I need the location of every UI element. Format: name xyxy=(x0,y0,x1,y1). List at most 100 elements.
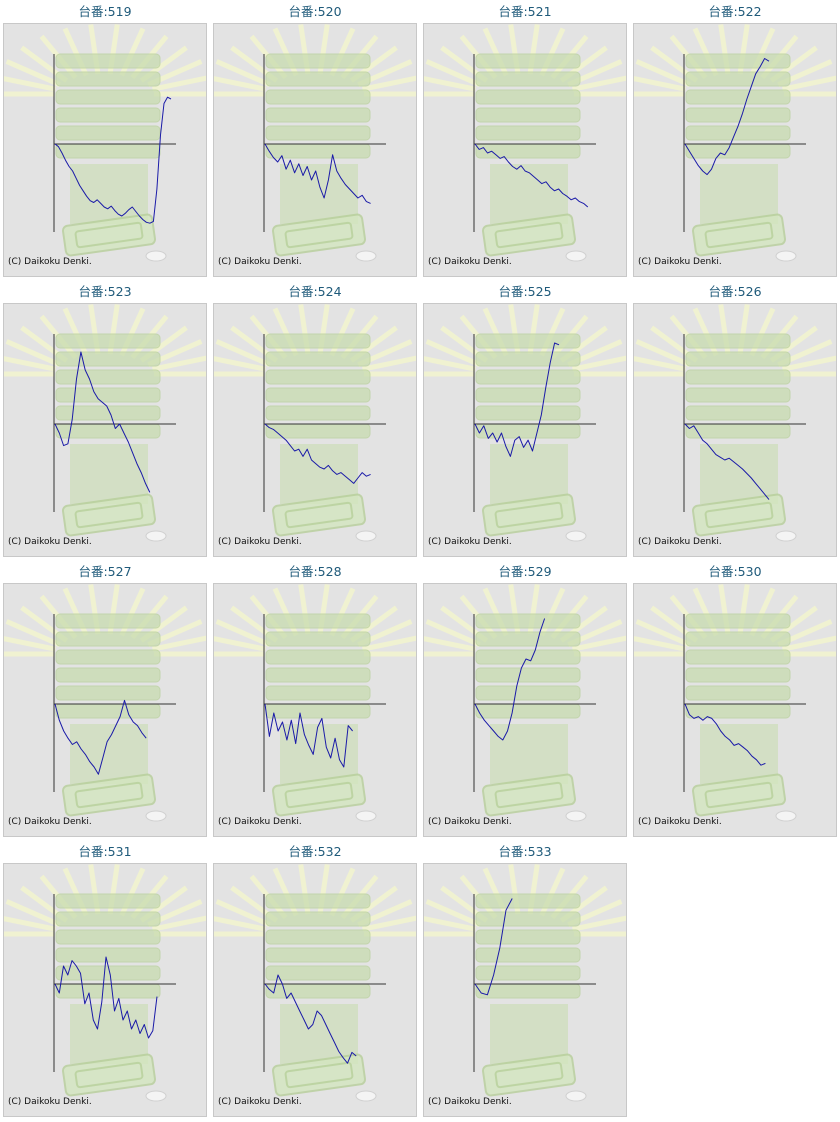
watermark-graphic xyxy=(214,864,416,1102)
line-chart xyxy=(424,24,626,262)
chart-panel: (C) Daikoku Denki. xyxy=(633,303,837,557)
payout-series-line xyxy=(264,703,353,768)
chart-panel: (C) Daikoku Denki. xyxy=(3,863,207,1117)
payout-series-line xyxy=(264,974,357,1064)
machine-chart-cell: 台番:533 (C) Daikoku Denki. xyxy=(420,840,630,1120)
machine-number-title[interactable]: 台番:529 xyxy=(498,564,552,579)
payout-series-line xyxy=(54,956,158,1039)
copyright-label: (C) Daikoku Denki. xyxy=(638,817,722,827)
machine-number-title[interactable]: 台番:519 xyxy=(78,4,132,19)
payout-series-line xyxy=(684,423,770,500)
payout-series-line xyxy=(684,58,770,176)
watermark-graphic xyxy=(634,584,836,822)
machine-number-title[interactable]: 台番:524 xyxy=(288,284,342,299)
line-chart xyxy=(4,864,206,1102)
payout-series-line xyxy=(684,703,766,766)
machine-chart-cell: 台番:530 (C) Daikoku Denki. xyxy=(630,560,840,840)
copyright-label: (C) Daikoku Denki. xyxy=(428,817,512,827)
watermark-graphic xyxy=(424,584,626,822)
payout-series-line xyxy=(54,699,147,775)
line-chart xyxy=(214,24,416,262)
payout-series-line xyxy=(264,143,371,204)
watermark-graphic xyxy=(214,24,416,262)
watermark-graphic xyxy=(4,584,206,822)
watermark-graphic xyxy=(634,24,836,262)
copyright-label: (C) Daikoku Denki. xyxy=(218,1097,302,1107)
payout-series-line xyxy=(54,351,151,493)
machine-number-title[interactable]: 台番:532 xyxy=(288,844,342,859)
machine-chart-cell: 台番:520 (C) Daikoku Denki. xyxy=(210,0,420,280)
payout-series-line xyxy=(474,618,546,741)
chart-panel: (C) Daikoku Denki. xyxy=(633,23,837,277)
copyright-label: (C) Daikoku Denki. xyxy=(218,257,302,267)
machine-number-title[interactable]: 台番:530 xyxy=(708,564,762,579)
chart-panel: (C) Daikoku Denki. xyxy=(213,583,417,837)
machine-number-title[interactable]: 台番:531 xyxy=(78,844,132,859)
watermark-graphic xyxy=(4,304,206,542)
line-chart xyxy=(214,584,416,822)
line-chart xyxy=(634,304,836,542)
watermark-graphic xyxy=(634,304,836,542)
chart-panel: (C) Daikoku Denki. xyxy=(213,303,417,557)
machine-chart-cell: 台番:519 (C) Daikoku Denki. xyxy=(0,0,210,280)
watermark-graphic xyxy=(4,864,206,1102)
copyright-label: (C) Daikoku Denki. xyxy=(8,1097,92,1107)
copyright-label: (C) Daikoku Denki. xyxy=(428,1097,512,1107)
copyright-label: (C) Daikoku Denki. xyxy=(638,537,722,547)
chart-panel: (C) Daikoku Denki. xyxy=(3,23,207,277)
machine-chart-cell: 台番:531 (C) Daikoku Denki. xyxy=(0,840,210,1120)
machine-number-title[interactable]: 台番:523 xyxy=(78,284,132,299)
copyright-label: (C) Daikoku Denki. xyxy=(8,537,92,547)
copyright-label: (C) Daikoku Denki. xyxy=(638,257,722,267)
machine-number-title[interactable]: 台番:520 xyxy=(288,4,342,19)
line-chart xyxy=(424,864,626,1102)
chart-panel: (C) Daikoku Denki. xyxy=(423,863,627,1117)
watermark-graphic xyxy=(424,304,626,542)
copyright-label: (C) Daikoku Denki. xyxy=(428,537,512,547)
chart-panel: (C) Daikoku Denki. xyxy=(423,583,627,837)
line-chart xyxy=(214,304,416,542)
line-chart xyxy=(634,584,836,822)
line-chart xyxy=(4,304,206,542)
line-chart xyxy=(424,304,626,542)
machine-number-title[interactable]: 台番:525 xyxy=(498,284,552,299)
machine-chart-cell: 台番:525 (C) Daikoku Denki. xyxy=(420,280,630,560)
chart-panel: (C) Daikoku Denki. xyxy=(213,23,417,277)
payout-series-line xyxy=(264,423,371,484)
chart-panel: (C) Daikoku Denki. xyxy=(3,303,207,557)
line-chart xyxy=(4,24,206,262)
machine-number-title[interactable]: 台番:528 xyxy=(288,564,342,579)
machine-number-title[interactable]: 台番:521 xyxy=(498,4,552,19)
chart-panel: (C) Daikoku Denki. xyxy=(423,23,627,277)
payout-series-line xyxy=(54,96,172,224)
line-chart xyxy=(634,24,836,262)
copyright-label: (C) Daikoku Denki. xyxy=(8,817,92,827)
chart-panel: (C) Daikoku Denki. xyxy=(3,583,207,837)
payout-series-line xyxy=(474,342,560,457)
watermark-graphic xyxy=(424,24,626,262)
watermark-graphic xyxy=(214,584,416,822)
payout-series-line xyxy=(474,898,513,996)
machine-number-title[interactable]: 台番:527 xyxy=(78,564,132,579)
watermark-graphic xyxy=(214,304,416,542)
copyright-label: (C) Daikoku Denki. xyxy=(428,257,512,267)
machine-number-title[interactable]: 台番:526 xyxy=(708,284,762,299)
machine-chart-cell: 台番:527 (C) Daikoku Denki. xyxy=(0,560,210,840)
machine-chart-cell: 台番:524 (C) Daikoku Denki. xyxy=(210,280,420,560)
machine-chart-cell: 台番:522 (C) Daikoku Denki. xyxy=(630,0,840,280)
machine-number-title[interactable]: 台番:522 xyxy=(708,4,762,19)
machine-number-title[interactable]: 台番:533 xyxy=(498,844,552,859)
machine-chart-cell: 台番:528 (C) Daikoku Denki. xyxy=(210,560,420,840)
machine-chart-cell: 台番:532 (C) Daikoku Denki. xyxy=(210,840,420,1120)
copyright-label: (C) Daikoku Denki. xyxy=(218,537,302,547)
watermark-graphic xyxy=(424,864,626,1102)
line-chart xyxy=(4,584,206,822)
machine-chart-cell: 台番:529 (C) Daikoku Denki. xyxy=(420,560,630,840)
machine-chart-cell: 台番:526 (C) Daikoku Denki. xyxy=(630,280,840,560)
copyright-label: (C) Daikoku Denki. xyxy=(8,257,92,267)
copyright-label: (C) Daikoku Denki. xyxy=(218,817,302,827)
line-chart xyxy=(424,584,626,822)
chart-panel: (C) Daikoku Denki. xyxy=(213,863,417,1117)
watermark-graphic xyxy=(4,24,206,262)
